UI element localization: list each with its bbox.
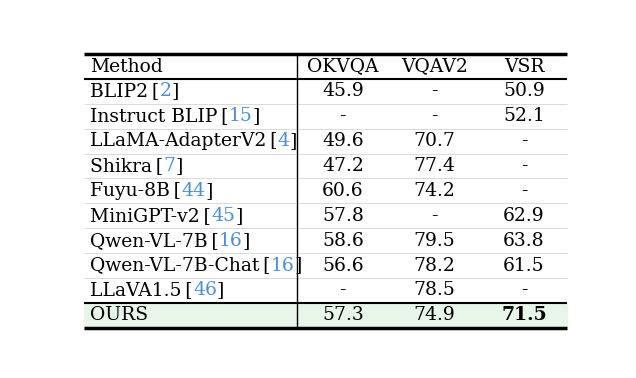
Text: ]: ]: [252, 107, 260, 125]
Text: ]: ]: [217, 281, 225, 299]
Text: VQAV2: VQAV2: [401, 57, 468, 76]
Text: OKVQA: OKVQA: [307, 57, 378, 76]
Text: -: -: [521, 132, 527, 150]
Text: LLaVA1.5 [: LLaVA1.5 [: [90, 281, 193, 299]
Text: 74.9: 74.9: [414, 306, 455, 324]
Text: 50.9: 50.9: [503, 82, 545, 101]
Text: Shikra [: Shikra [: [90, 157, 163, 175]
Text: ]: ]: [176, 157, 183, 175]
Text: Instruct BLIP [: Instruct BLIP [: [90, 107, 229, 125]
Text: 46: 46: [193, 281, 217, 299]
Text: ]: ]: [172, 82, 179, 101]
Text: ]: ]: [243, 232, 250, 249]
Text: 77.4: 77.4: [413, 157, 455, 175]
Text: 15: 15: [229, 107, 252, 125]
Text: 60.6: 60.6: [322, 182, 364, 200]
Text: ]: ]: [235, 207, 242, 225]
Text: -: -: [431, 207, 438, 225]
Text: 62.9: 62.9: [503, 207, 545, 225]
Text: Qwen-VL-7B [: Qwen-VL-7B [: [90, 232, 219, 249]
Text: MiniGPT-v2 [: MiniGPT-v2 [: [90, 207, 211, 225]
Text: Method: Method: [90, 57, 163, 76]
Text: 47.2: 47.2: [322, 157, 364, 175]
Text: 61.5: 61.5: [503, 257, 545, 274]
Text: -: -: [521, 281, 527, 299]
Text: 45.9: 45.9: [322, 82, 364, 101]
Text: 57.3: 57.3: [322, 306, 364, 324]
Text: 70.7: 70.7: [413, 132, 455, 150]
Text: ]: ]: [290, 132, 297, 150]
Text: 16: 16: [271, 257, 294, 274]
Text: -: -: [340, 107, 346, 125]
Text: LLaMA-AdapterV2 [: LLaMA-AdapterV2 [: [90, 132, 278, 150]
Text: -: -: [431, 107, 438, 125]
Text: -: -: [340, 281, 346, 299]
Text: -: -: [431, 82, 438, 101]
Text: 57.8: 57.8: [322, 207, 364, 225]
Text: 7: 7: [163, 157, 176, 175]
Text: 52.1: 52.1: [503, 107, 545, 125]
Text: 79.5: 79.5: [414, 232, 455, 249]
Text: 45: 45: [211, 207, 235, 225]
Text: 16: 16: [219, 232, 243, 249]
Text: 78.5: 78.5: [413, 281, 455, 299]
Text: ]: ]: [205, 182, 212, 200]
Text: 63.8: 63.8: [503, 232, 545, 249]
Text: 74.2: 74.2: [413, 182, 455, 200]
Text: 44: 44: [181, 182, 205, 200]
Text: -: -: [521, 157, 527, 175]
Text: Qwen-VL-7B-Chat [: Qwen-VL-7B-Chat [: [90, 257, 271, 274]
Text: 71.5: 71.5: [501, 306, 547, 324]
Text: 2: 2: [160, 82, 172, 101]
Text: OURS: OURS: [90, 306, 148, 324]
Text: 78.2: 78.2: [413, 257, 455, 274]
Text: ]: ]: [294, 257, 302, 274]
Text: 58.6: 58.6: [322, 232, 364, 249]
Bar: [85, 303, 567, 328]
Text: 4: 4: [278, 132, 290, 150]
Text: 49.6: 49.6: [322, 132, 364, 150]
Text: 56.6: 56.6: [322, 257, 364, 274]
Text: VSR: VSR: [504, 57, 544, 76]
Text: BLIP2 [: BLIP2 [: [90, 82, 160, 101]
Text: -: -: [521, 182, 527, 200]
Text: Fuyu-8B [: Fuyu-8B [: [90, 182, 181, 200]
